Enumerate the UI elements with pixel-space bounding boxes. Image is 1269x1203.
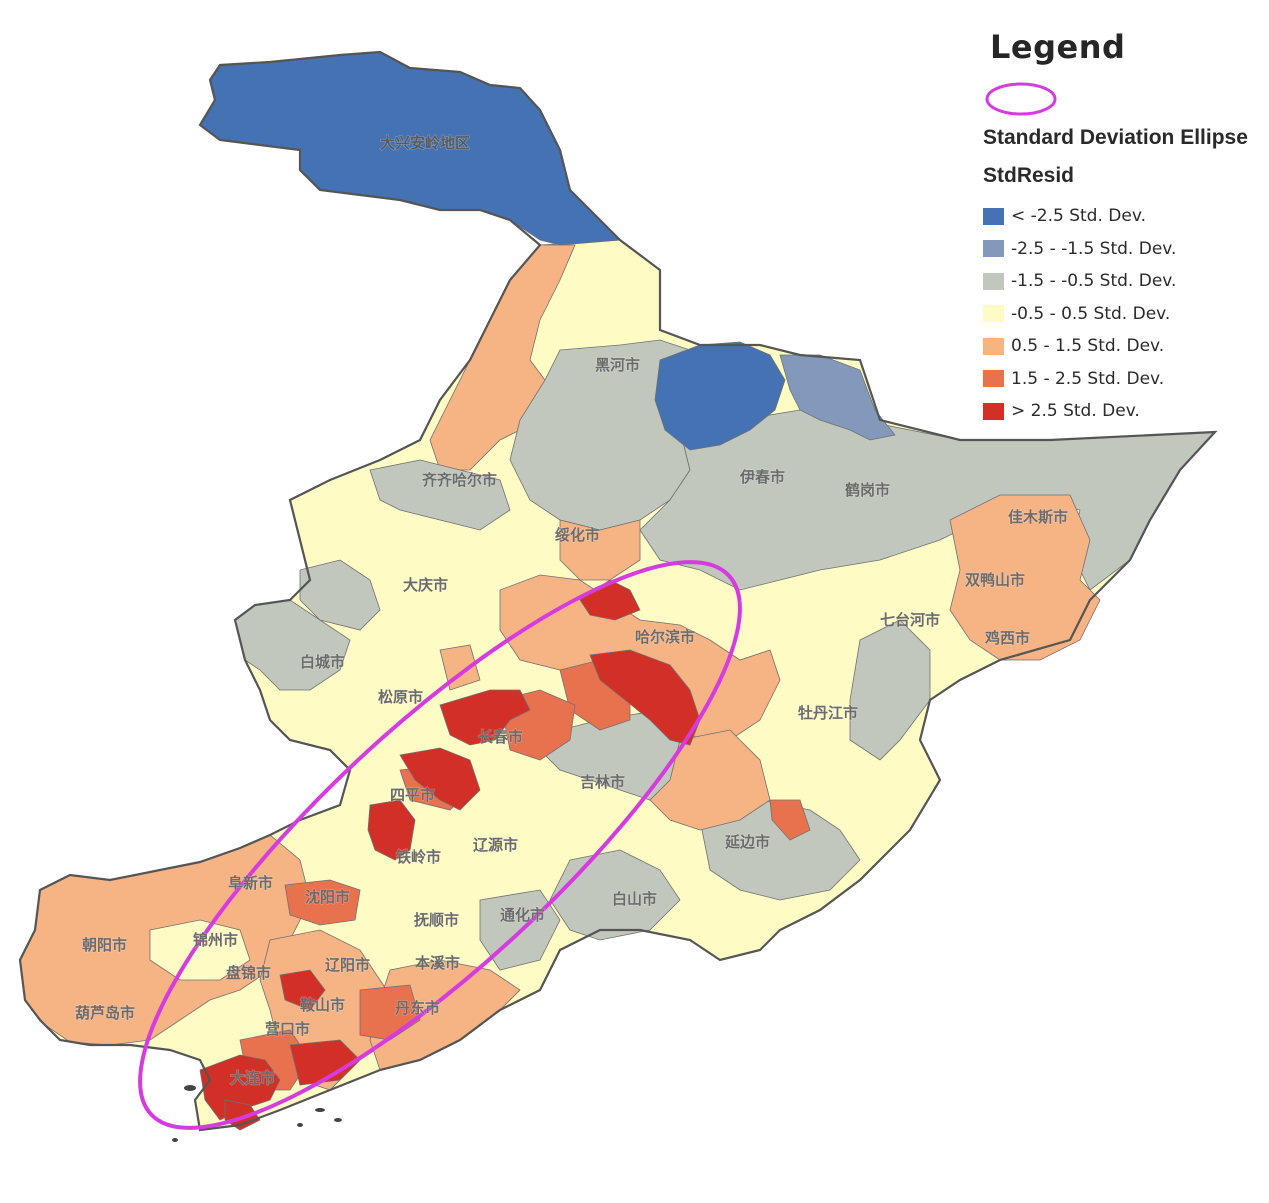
island [315, 1108, 325, 1112]
region-block [549, 849, 681, 941]
legend-class-label: > 2.5 Std. Dev. [1011, 401, 1140, 422]
label-anshan: 鞍山市 [300, 996, 345, 1014]
legend-class-label: -2.5 - -1.5 Std. Dev. [1011, 238, 1177, 259]
label-fushun: 抚顺市 [414, 911, 459, 929]
label-mudanjiang: 牡丹江市 [798, 704, 858, 722]
label-daxinganling: 大兴安岭地区 [380, 134, 470, 152]
regions-layer [19, 51, 1216, 1131]
color-swatch-icon [983, 207, 1004, 225]
label-qiqihar: 齐齐哈尔市 [422, 471, 497, 489]
region-block [369, 459, 511, 531]
label-tieling: 铁岭市 [396, 848, 441, 866]
region-block [299, 559, 381, 631]
legend-class-row: -2.5 - -1.5 Std. Dev. [980, 233, 1265, 266]
island [297, 1123, 303, 1127]
legend: Legend Standard Deviation Ellipse StdRes… [980, 28, 1265, 428]
region-block [849, 619, 931, 761]
label-hegang: 鹤岗市 [845, 481, 890, 499]
island [184, 1085, 196, 1091]
legend-class-row: > 2.5 Std. Dev. [980, 395, 1265, 428]
legend-class-label: -0.5 - 0.5 Std. Dev. [1011, 303, 1171, 324]
legend-class-label: -1.5 - -0.5 Std. Dev. [1011, 271, 1177, 292]
label-songyuan: 松原市 [378, 688, 423, 706]
city-labels: 大兴安岭地区 黑河市 齐齐哈尔市 伊春市 鹤岗市 佳木斯市 绥化市 大庆市 双鸭… [75, 134, 1069, 1088]
label-jilin: 吉林市 [580, 773, 625, 791]
region-block [779, 354, 896, 441]
label-yichun: 伊春市 [739, 468, 785, 486]
label-shuangyashan: 双鸭山市 [965, 571, 1025, 589]
label-liaoyuan: 辽源市 [473, 836, 518, 854]
region-block [559, 519, 641, 581]
label-qitaihe: 七台河市 [880, 611, 940, 629]
region-block [649, 729, 771, 831]
label-chaoyang: 朝阳市 [82, 936, 127, 954]
label-jixi: 鸡西市 [984, 629, 1030, 647]
color-swatch-icon [983, 305, 1004, 323]
label-harbin: 哈尔滨市 [635, 628, 695, 646]
color-swatch-icon [983, 337, 1004, 355]
color-swatch-icon [983, 272, 1004, 290]
label-panjin: 盘锦市 [226, 964, 271, 982]
label-dalian: 大连市 [230, 1069, 275, 1087]
island [334, 1118, 342, 1122]
legend-class-row: < -2.5 Std. Dev. [980, 200, 1265, 233]
region-block [654, 341, 786, 451]
label-dandong: 丹东市 [395, 999, 440, 1017]
region-outline [18, 50, 1218, 1132]
legend-class-label: 1.5 - 2.5 Std. Dev. [1011, 368, 1165, 389]
legend-class-row: 1.5 - 2.5 Std. Dev. [980, 363, 1265, 396]
legend-class-row: -0.5 - 0.5 Std. Dev. [980, 298, 1265, 331]
islands [172, 1085, 342, 1142]
ellipse-legend-label: Standard Deviation Ellipse [983, 126, 1248, 149]
label-huludao: 葫芦岛市 [75, 1004, 135, 1022]
color-swatch-icon [983, 370, 1004, 388]
label-heihe: 黑河市 [595, 356, 640, 374]
class-list: < -2.5 Std. Dev. -2.5 - -1.5 Std. Dev. -… [980, 200, 1265, 428]
label-yingkou: 营口市 [265, 1020, 310, 1038]
region-block [589, 649, 701, 746]
region-block [289, 1039, 361, 1086]
label-daqing: 大庆市 [403, 576, 448, 594]
region-block [439, 644, 481, 691]
label-changchun: 长春市 [478, 728, 523, 746]
label-tonghua: 通化市 [500, 906, 545, 924]
region-block [199, 1054, 281, 1121]
label-siping: 四平市 [390, 786, 435, 804]
legend-class-label: 0.5 - 1.5 Std. Dev. [1011, 336, 1165, 357]
label-baishan: 白山市 [612, 890, 657, 908]
legend-class-label: < -2.5 Std. Dev. [1011, 206, 1146, 227]
label-jinzhou: 锦州市 [193, 931, 238, 949]
standard-deviation-ellipse [138, 560, 742, 1130]
ellipse-legend-icon [985, 82, 1057, 116]
legend-class-row: 0.5 - 1.5 Std. Dev. [980, 330, 1265, 363]
region-block [769, 799, 811, 841]
region-block [279, 969, 326, 1011]
label-liaoyang: 辽阳市 [325, 956, 370, 974]
region-block [949, 494, 1101, 661]
legend-title: Legend [990, 28, 1126, 66]
field-legend-label: StdResid [983, 164, 1075, 187]
label-fuxin: 阜新市 [228, 874, 273, 892]
island [172, 1138, 178, 1142]
label-yanbian: 延边市 [724, 833, 770, 851]
color-swatch-icon [983, 240, 1004, 258]
region-block [509, 339, 701, 531]
label-baicheng: 白城市 [300, 653, 345, 671]
legend-class-row: -1.5 - -0.5 Std. Dev. [980, 265, 1265, 298]
label-shenyang: 沈阳市 [305, 888, 350, 906]
region-block [439, 689, 531, 746]
region-block [149, 919, 251, 981]
color-swatch-icon [983, 402, 1004, 420]
region-block [284, 879, 361, 926]
label-benxi: 本溪市 [415, 954, 460, 972]
label-suihua: 绥化市 [555, 526, 600, 544]
region-block [367, 799, 416, 861]
region-block [399, 747, 481, 811]
label-jiamusi: 佳木斯市 [1008, 508, 1068, 526]
